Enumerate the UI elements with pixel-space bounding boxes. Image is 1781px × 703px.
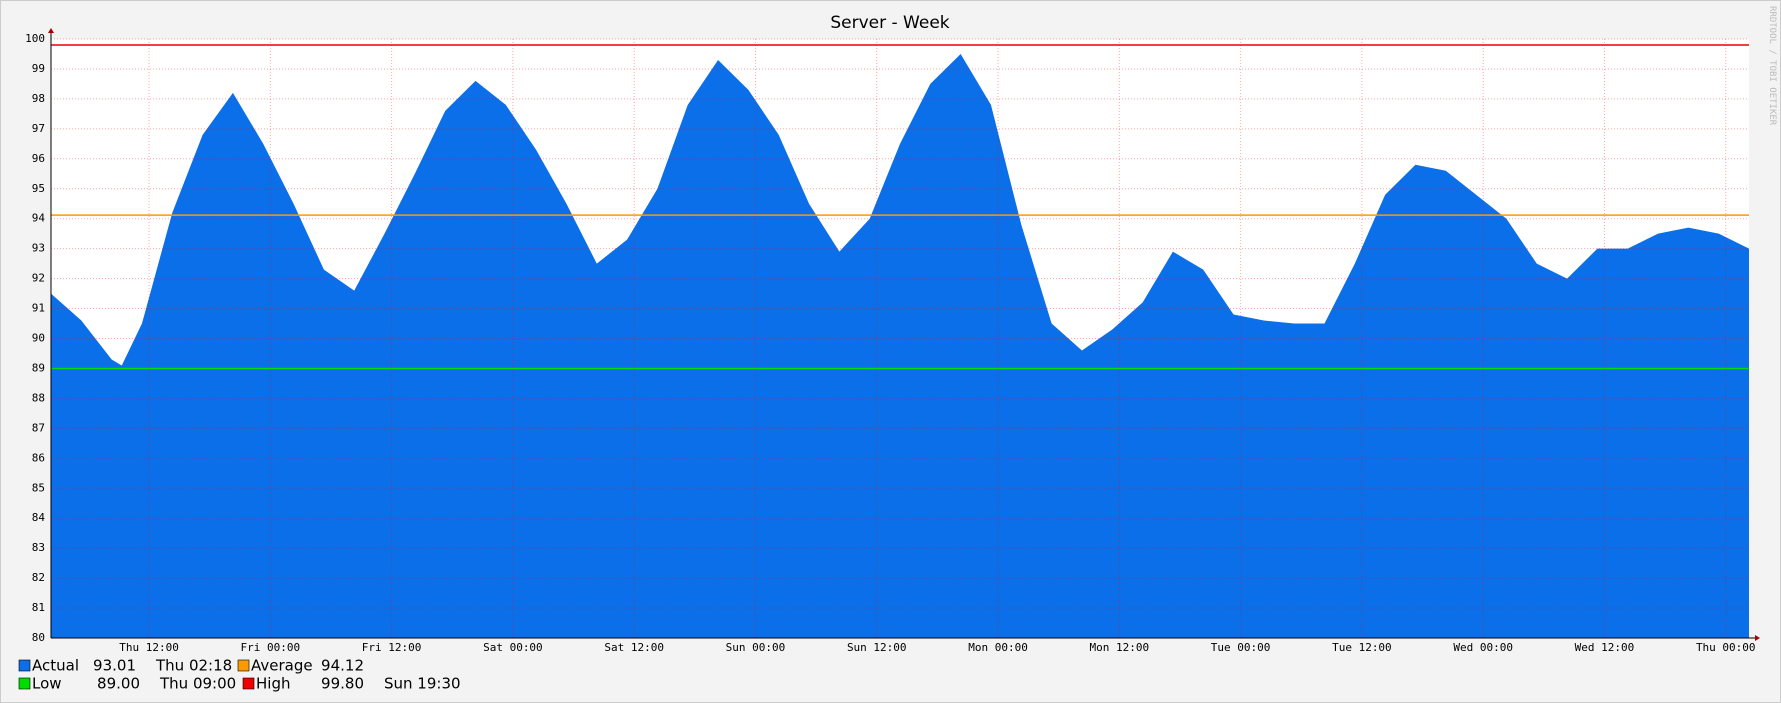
x-tick-label: Sat 12:00 [604, 641, 664, 654]
chart-title: Server - Week [830, 13, 949, 33]
legend-label: Actual [32, 657, 79, 675]
y-tick-label: 100 [25, 32, 45, 45]
legend-label: High [256, 675, 290, 693]
y-tick-label: 99 [32, 62, 45, 75]
y-tick-label: 97 [32, 122, 45, 135]
x-tick-label: Sat 00:00 [483, 641, 543, 654]
legend-swatch [18, 659, 31, 672]
legend-label: Low [32, 675, 62, 693]
x-tick-label: Tue 12:00 [1332, 641, 1392, 654]
x-tick-label: Fri 00:00 [241, 641, 301, 654]
x-tick-label: Fri 12:00 [362, 641, 422, 654]
legend-swatch [237, 659, 250, 672]
x-tick-label: Tue 00:00 [1211, 641, 1271, 654]
legend-value: 99.80 [321, 675, 364, 693]
y-tick-label: 80 [32, 631, 45, 644]
y-tick-label: 84 [32, 511, 46, 524]
watermark: RRDTOOL / TOBI OETIKER [1767, 6, 1777, 126]
y-tick-label: 92 [32, 272, 45, 285]
axis-arrow [48, 28, 54, 33]
x-tick-label: Thu 12:00 [119, 641, 179, 654]
y-tick-label: 88 [32, 391, 45, 404]
y-tick-label: 96 [32, 152, 45, 165]
legend-value: 94.12 [321, 657, 364, 675]
y-tick-label: 89 [32, 361, 45, 374]
y-tick-label: 91 [32, 302, 45, 315]
x-tick-label: Sun 12:00 [847, 641, 907, 654]
area [51, 53, 1749, 639]
y-tick-label: 87 [32, 421, 45, 434]
legend-value: 89.00 [97, 675, 140, 693]
y-tick-label: 86 [32, 451, 45, 464]
y-tick-label: 82 [32, 571, 45, 584]
legend-label: Average [251, 657, 313, 675]
y-tick-label: 81 [32, 601, 45, 614]
y-tick-label: 83 [32, 541, 45, 554]
legend-time: Thu 09:00 [159, 675, 236, 693]
legend-value: 93.01 [93, 657, 136, 675]
legend-time: Sun 19:30 [384, 675, 461, 693]
legend-swatch [18, 677, 31, 690]
x-tick-label: Mon 12:00 [1090, 641, 1150, 654]
x-tick-label: Mon 00:00 [968, 641, 1028, 654]
y-tick-label: 90 [32, 332, 45, 345]
x-tick-label: Sun 00:00 [726, 641, 786, 654]
axis-arrow [1755, 635, 1760, 641]
y-tick-label: 85 [32, 481, 45, 494]
y-tick-label: 95 [32, 182, 45, 195]
y-tick-label: 94 [32, 212, 46, 225]
x-tick-label: Thu 00:00 [1696, 641, 1756, 654]
y-tick-label: 98 [32, 92, 45, 105]
x-tick-label: Wed 12:00 [1575, 641, 1635, 654]
legend-swatch [242, 677, 255, 690]
y-tick-label: 93 [32, 242, 45, 255]
legend-time: Thu 02:18 [155, 657, 232, 675]
x-tick-label: Wed 00:00 [1453, 641, 1513, 654]
